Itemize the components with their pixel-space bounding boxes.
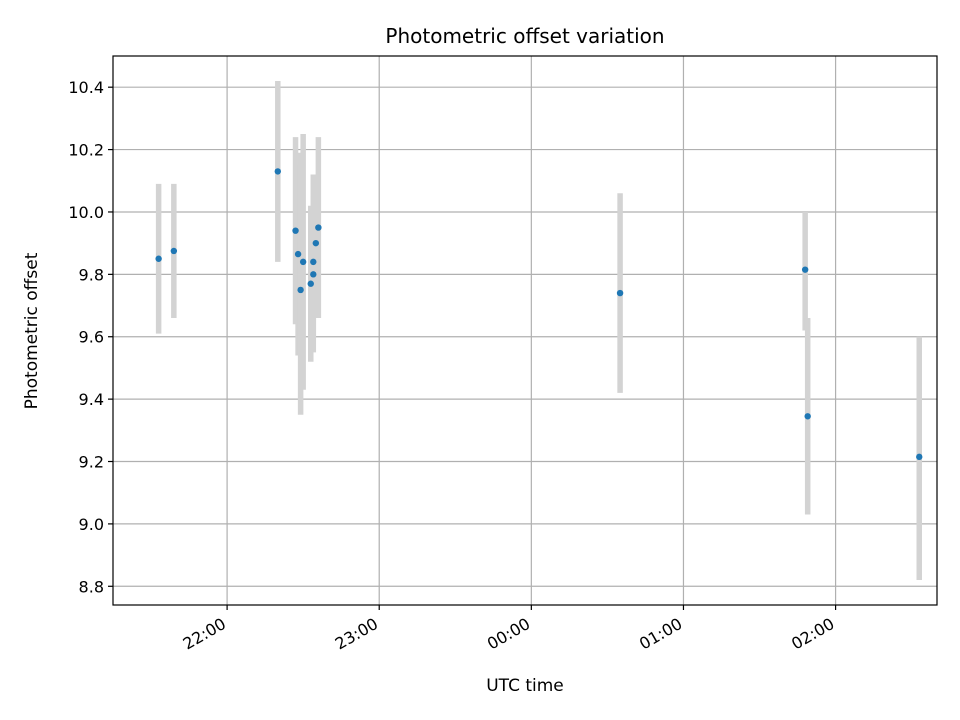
chart-title: Photometric offset variation bbox=[385, 24, 664, 48]
data-point bbox=[297, 286, 304, 294]
data-point bbox=[155, 255, 162, 262]
y-tick-label: 10.4 bbox=[68, 78, 104, 97]
y-tick-label: 9.4 bbox=[79, 390, 104, 409]
data-point bbox=[292, 227, 299, 234]
y-axis-ticks: 8.8 9.0 9.2 9.4 9.6 9.8 10.0 10.2 10.4 bbox=[68, 78, 113, 596]
data-markers bbox=[155, 168, 923, 461]
data-point bbox=[801, 266, 809, 273]
x-axis-title: UTC time bbox=[486, 676, 564, 696]
y-tick-label: 9.8 bbox=[79, 265, 104, 284]
data-point bbox=[274, 168, 281, 175]
data-point bbox=[916, 453, 923, 461]
data-point bbox=[294, 250, 302, 258]
plot-frame bbox=[112, 55, 938, 606]
data-point bbox=[299, 258, 307, 266]
data-point bbox=[315, 224, 322, 231]
data-point bbox=[170, 247, 178, 255]
y-tick-label: 9.2 bbox=[79, 453, 104, 472]
data-point bbox=[616, 289, 624, 297]
data-point bbox=[312, 239, 320, 247]
y-tick-label: 9.0 bbox=[79, 515, 104, 534]
y-axis-title: Photometric offset bbox=[22, 252, 42, 409]
y-tick-label: 8.8 bbox=[79, 577, 104, 596]
data-point bbox=[307, 280, 314, 287]
y-tick-label: 10.2 bbox=[68, 141, 104, 160]
data-point bbox=[804, 413, 811, 420]
y-tick-label: 10.0 bbox=[68, 203, 104, 222]
grid bbox=[113, 56, 937, 605]
data-point bbox=[310, 258, 317, 266]
y-tick-label: 9.6 bbox=[79, 328, 104, 347]
data-point bbox=[310, 271, 317, 278]
